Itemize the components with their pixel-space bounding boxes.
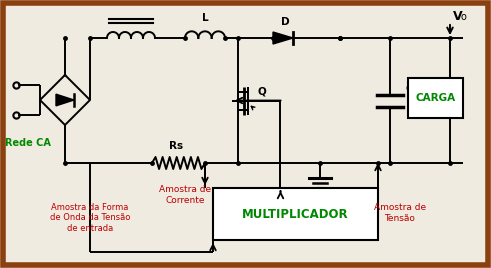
Polygon shape [273,32,293,44]
Bar [213,188,378,240]
Text: o: o [413,88,418,98]
Text: Q: Q [258,87,267,96]
Text: Amostra de
Corrente: Amostra de Corrente [159,185,211,205]
Text: V: V [453,10,463,23]
Text: MULTIPLICADOR: MULTIPLICADOR [242,207,349,221]
Text: o: o [461,12,467,22]
Bar [408,78,463,118]
Polygon shape [56,94,74,106]
Text: Rs: Rs [169,141,184,151]
Text: Rede CA: Rede CA [5,138,51,148]
Text: C: C [406,84,414,95]
Text: Amostra de
Tensão: Amostra de Tensão [374,203,426,223]
Text: D: D [281,17,289,27]
Text: CARGA: CARGA [415,93,456,103]
Text: L: L [202,13,208,23]
Text: Amostra da Forma
de Onda da Tensão
de entrada: Amostra da Forma de Onda da Tensão de en… [50,203,130,233]
